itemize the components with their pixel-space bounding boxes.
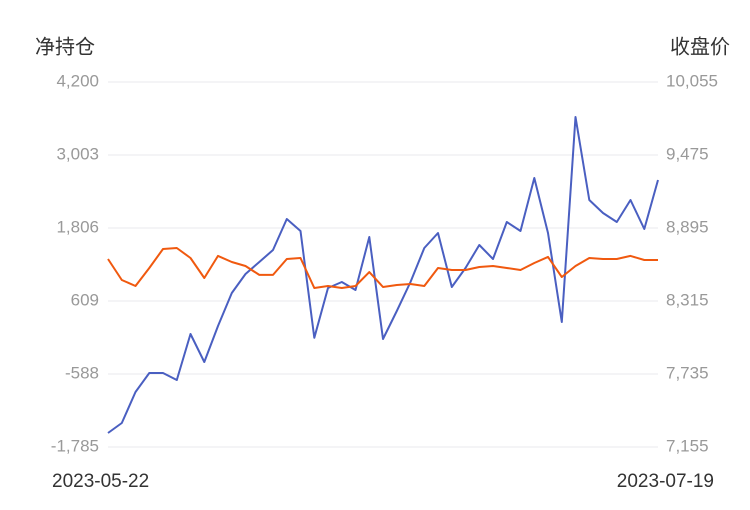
y2-axis-title: 收盘价 <box>670 35 730 58</box>
y-tick-label: 1,806 <box>56 217 99 236</box>
y2-tick-label: 7,155 <box>666 436 709 455</box>
y-tick-label: -1,785 <box>51 436 99 455</box>
y2-tick-label: 9,475 <box>666 144 709 163</box>
y2-tick-label: 7,735 <box>666 363 709 382</box>
y-axis-title: 净持仓 <box>35 35 95 58</box>
y-tick-label: 609 <box>71 290 99 309</box>
series-line <box>107 116 659 434</box>
x-tick-label: 2023-07-19 <box>617 471 714 492</box>
y2-tick-label: 8,315 <box>666 290 709 309</box>
y2-tick-label: 8,895 <box>666 217 709 236</box>
y-tick-label: -588 <box>65 363 99 382</box>
y-tick-label: 3,003 <box>56 144 99 163</box>
y2-tick-label: 10,055 <box>666 71 718 90</box>
x-tick-label: 2023-05-22 <box>52 471 149 492</box>
series-line <box>107 247 658 289</box>
y-tick-label: 4,200 <box>56 71 99 90</box>
